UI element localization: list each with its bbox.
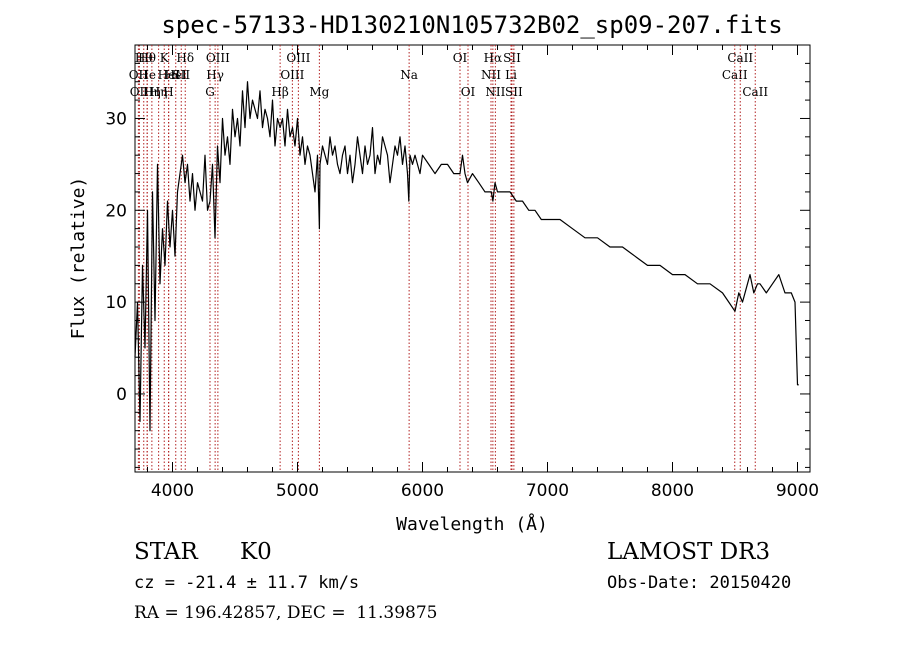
spectral-line-label: Hβ (271, 85, 288, 99)
spectral-line-label: Hη (143, 85, 161, 99)
spectral-line-label: Hθ (138, 51, 156, 65)
spectral-line-label: Li (505, 68, 517, 82)
spectral-line-label: Hη (150, 85, 168, 99)
spectral-line-label: Hθ (135, 51, 153, 65)
spectral-line-label: OI (453, 51, 468, 65)
spectral-line-label: OIII (280, 68, 304, 82)
spectral-line-label: NII (485, 85, 505, 99)
y-axis-label: Flux (relative) (68, 177, 89, 340)
x-tick-label: 4000 (151, 481, 194, 501)
spectral-line-label: SII (503, 51, 521, 65)
plot-frame (134, 44, 811, 473)
spectral-line-label: CaII (722, 68, 748, 82)
y-tick-label: 20 (105, 201, 127, 221)
spectral-line-label: He (138, 68, 156, 82)
spectral-line-label: SII (505, 85, 523, 99)
spectral-line-label: Hγ (206, 68, 224, 82)
spectral-line-label: SII (172, 68, 190, 82)
spectral-line-label: HeI (165, 68, 188, 82)
x-axis-label: Wavelength (Å) (396, 513, 548, 535)
x-tick-label: 7000 (526, 481, 569, 501)
spectral-line-label: Hδ (176, 51, 194, 65)
spectral-line-label: OIII (206, 51, 230, 65)
spectral-line-label: NII (481, 68, 501, 82)
spectral-line-label: Na (400, 68, 418, 82)
redshift-value: cz = -21.4 ± 11.7 km/s (134, 573, 360, 593)
observation-date: Obs-Date: 20150420 (607, 573, 792, 593)
spectral-line-label: OIII (286, 51, 310, 65)
x-tick-label: 5000 (276, 481, 319, 501)
x-tick-label: 9000 (776, 481, 819, 501)
spectral-line-label: HeI (158, 68, 181, 82)
spectral-line-label: CaII (727, 51, 753, 65)
survey-name: LAMOST DR3 (607, 539, 771, 565)
x-tick-label: 8000 (651, 481, 694, 501)
coordinates: RA = 196.42857, DEC = 11.39875 (134, 603, 438, 623)
y-tick-label: 30 (105, 109, 127, 129)
object-subclass: K0 (240, 539, 272, 565)
x-tick-label: 6000 (401, 481, 444, 501)
object-class: STAR (134, 539, 198, 565)
spectral-line-label: OII (129, 68, 149, 82)
y-tick-label: 10 (105, 293, 127, 313)
spectral-line-label: K (160, 51, 170, 65)
y-tick-label: 0 (116, 385, 127, 405)
spectral-line-label: OI (461, 85, 476, 99)
chart-title: spec-57133-HD130210N105732B02_sp09-207.f… (161, 11, 782, 39)
spectral-line-label: Hα (484, 51, 503, 65)
spectrum-line (134, 81, 799, 432)
spectral-line-label: CaII (742, 85, 768, 99)
spectral-line-label: G (205, 85, 215, 99)
spectral-line-label: OII (130, 85, 150, 99)
spectral-line-label: Mg (309, 85, 329, 99)
